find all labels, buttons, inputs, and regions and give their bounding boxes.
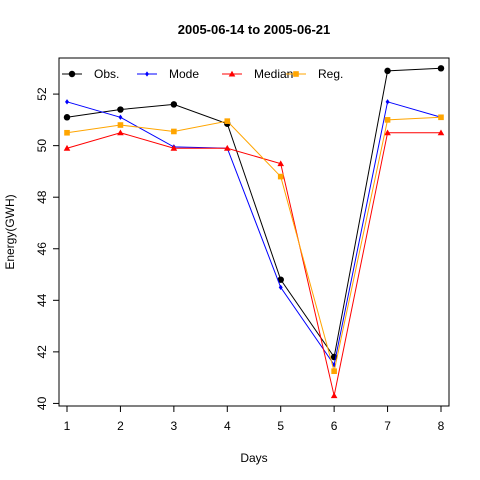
- data-point-median: [117, 129, 124, 136]
- chart-title: 2005-06-14 to 2005-06-21: [178, 22, 331, 37]
- legend-marker: [293, 71, 299, 77]
- data-point-median: [437, 129, 445, 136]
- data-point-obs: [117, 106, 124, 113]
- data-point-median: [330, 392, 338, 399]
- x-tick-label: 4: [224, 419, 231, 433]
- x-tick-label: 1: [64, 419, 71, 433]
- x-axis-label: Days: [240, 451, 267, 465]
- legend-marker: [145, 71, 149, 77]
- data-point-median: [223, 144, 231, 151]
- data-point-mode: [65, 99, 69, 105]
- series-line-obs: [66, 67, 442, 359]
- x-tick-label: 2: [117, 419, 124, 433]
- data-point-mode: [278, 284, 283, 291]
- data-point-obs: [170, 101, 178, 108]
- legend-item-obs: Obs.: [62, 67, 119, 81]
- legend-label: Mode: [169, 67, 199, 81]
- data-point-median: [63, 144, 71, 151]
- legend: Obs. Mode Median Reg.: [62, 67, 343, 81]
- legend-item-mode: Mode: [137, 67, 199, 81]
- x-tick-label: 7: [384, 419, 391, 433]
- data-point-reg: [64, 129, 70, 136]
- data-point-median: [170, 144, 178, 151]
- y-axis: 40 42 44 46 48 50 52: [35, 87, 59, 410]
- y-tick-label: 52: [35, 87, 49, 101]
- y-tick-label: 44: [35, 293, 49, 307]
- y-tick-label: 46: [35, 242, 49, 256]
- data-point-median: [277, 160, 285, 167]
- x-tick-label: 6: [331, 419, 338, 433]
- legend-marker: [68, 70, 76, 78]
- legend-item-reg: Reg.: [286, 67, 343, 81]
- y-axis-label: Energy(GWH): [3, 194, 17, 269]
- series-obs: [63, 65, 445, 361]
- data-point-reg: [384, 117, 391, 123]
- legend-marker: [228, 70, 236, 77]
- plot-frame: [58, 57, 450, 407]
- data-point-reg: [171, 128, 177, 135]
- data-point-mode: [385, 99, 390, 105]
- series-reg: [64, 114, 444, 375]
- y-tick-label: 42: [35, 345, 49, 359]
- data-point-obs: [277, 276, 284, 283]
- y-tick-label: 50: [35, 139, 49, 153]
- series-line-reg: [66, 116, 442, 372]
- series-line-median: [66, 132, 441, 396]
- series-line-mode: [66, 101, 442, 367]
- data-point-reg: [438, 114, 444, 121]
- data-point-obs: [437, 65, 445, 72]
- y-tick-label: 48: [35, 190, 49, 204]
- x-tick-label: 8: [438, 419, 445, 433]
- data-point-reg: [224, 118, 231, 124]
- data-point-reg: [117, 122, 124, 128]
- x-tick-label: 3: [171, 419, 178, 433]
- data-point-reg: [331, 368, 337, 375]
- data-point-obs: [384, 67, 391, 75]
- legend-label: Median: [254, 67, 293, 81]
- y-tick-label: 40: [35, 396, 49, 410]
- series-median: [63, 129, 445, 399]
- series-layer: [63, 65, 445, 399]
- x-axis: 1 2 3 4 5 6 7 8: [64, 406, 445, 433]
- data-point-obs: [63, 114, 71, 121]
- legend-item-median: Median: [222, 67, 293, 81]
- legend-label: Reg.: [318, 67, 343, 81]
- data-point-reg: [277, 173, 284, 180]
- legend-label: Obs.: [94, 67, 119, 81]
- x-tick-label: 5: [277, 419, 284, 433]
- data-point-median: [384, 129, 391, 136]
- data-point-mode: [118, 114, 123, 120]
